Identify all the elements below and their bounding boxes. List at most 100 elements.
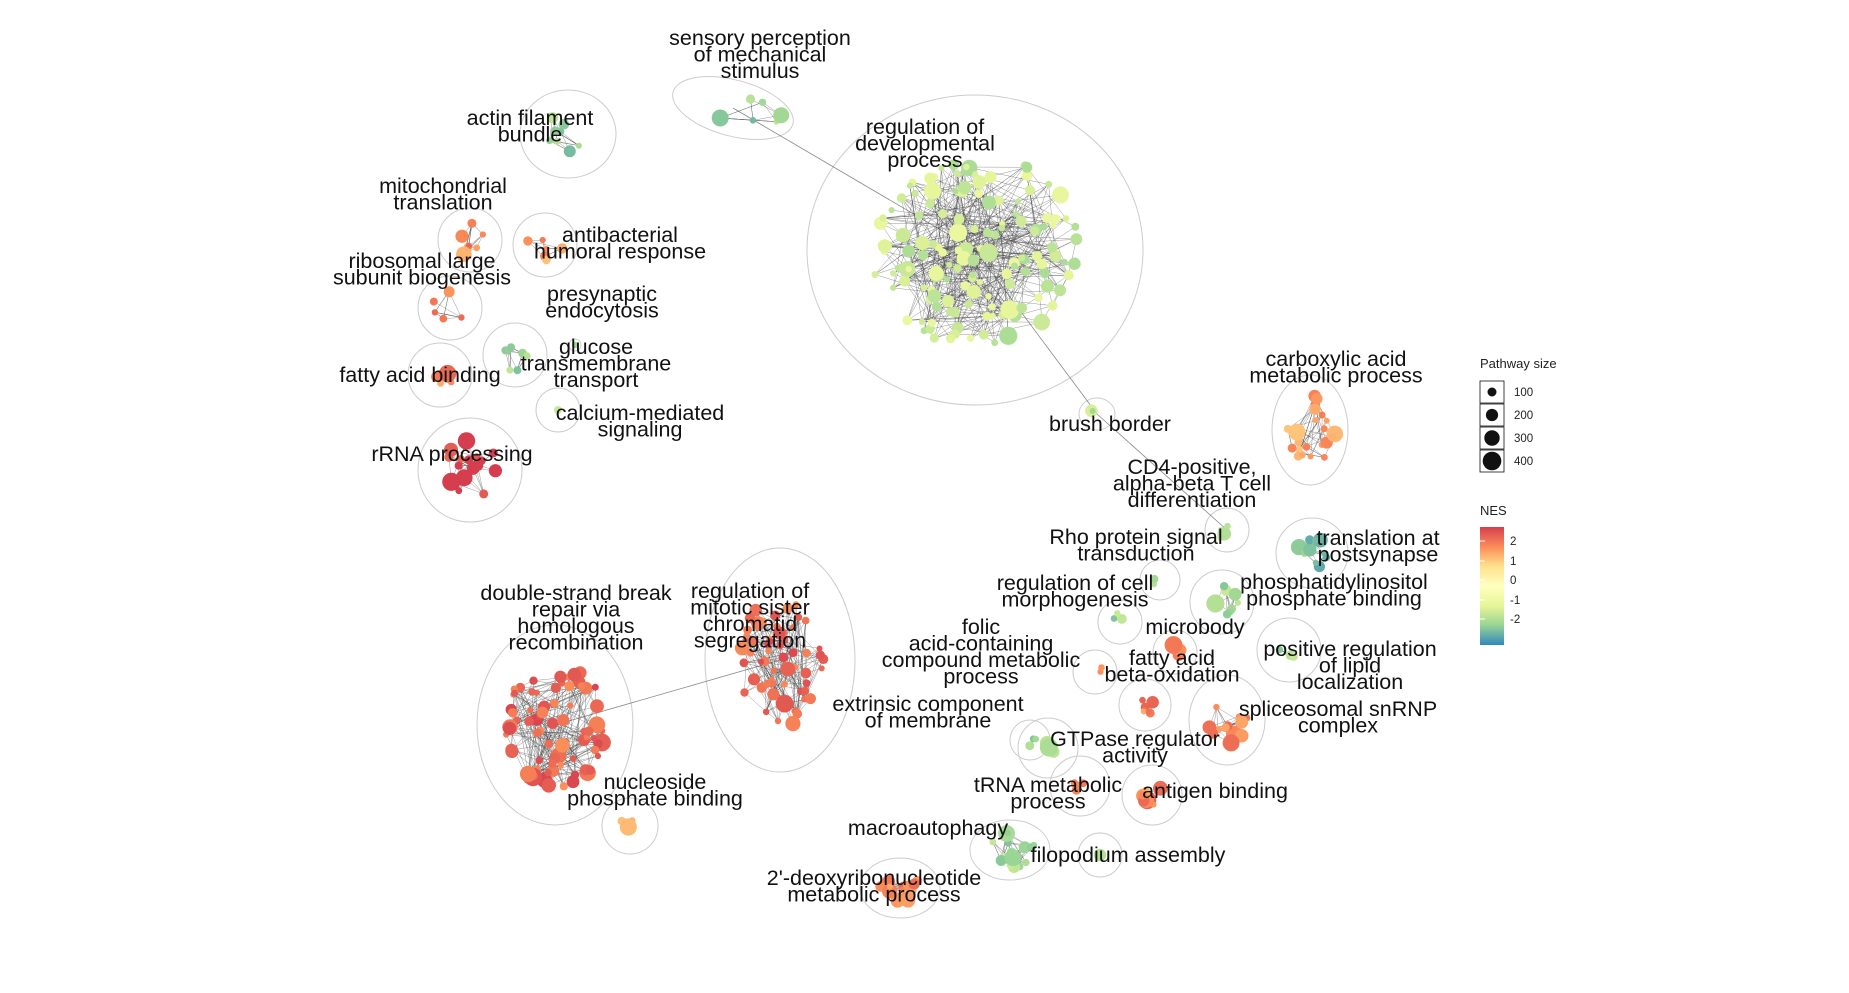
pathway-node[interactable] <box>1288 423 1306 441</box>
pathway-node[interactable] <box>1034 293 1043 302</box>
pathway-node[interactable] <box>1030 226 1040 236</box>
pathway-node[interactable] <box>1021 170 1033 181</box>
pathway-node[interactable] <box>938 209 948 219</box>
pathway-node[interactable] <box>899 275 911 287</box>
pathway-node[interactable] <box>459 470 467 478</box>
pathway-node[interactable] <box>1036 258 1048 270</box>
pathway-node[interactable] <box>749 636 759 646</box>
pathway-node[interactable] <box>914 211 924 220</box>
pathway-node[interactable] <box>1040 279 1054 293</box>
pathway-node[interactable] <box>770 610 781 621</box>
pathway-node[interactable] <box>1016 302 1028 314</box>
pathway-node[interactable] <box>502 721 517 735</box>
pathway-node[interactable] <box>555 738 570 753</box>
pathway-node[interactable] <box>550 126 560 135</box>
pathway-node[interactable] <box>1004 849 1022 867</box>
pathway-node[interactable] <box>781 636 789 644</box>
pathway-node[interactable] <box>1031 251 1043 262</box>
pathway-node[interactable] <box>1313 532 1328 548</box>
pathway-node[interactable] <box>789 624 796 631</box>
pathway-node[interactable] <box>1068 257 1081 270</box>
pathway-node[interactable] <box>506 366 514 374</box>
pathway-node[interactable] <box>557 761 564 769</box>
pathway-node[interactable] <box>949 223 968 242</box>
pathway-node[interactable] <box>1228 587 1242 601</box>
pathway-node[interactable] <box>479 489 489 499</box>
pathway-node[interactable] <box>800 667 812 679</box>
pathway-node[interactable] <box>505 744 519 759</box>
pathway-node[interactable] <box>1024 185 1035 196</box>
pathway-node[interactable] <box>908 878 920 890</box>
pathway-node[interactable] <box>773 107 790 124</box>
pathway-node[interactable] <box>739 658 749 668</box>
pathway-node[interactable] <box>1222 734 1240 752</box>
pathway-node[interactable] <box>1098 664 1105 671</box>
pathway-node[interactable] <box>1014 198 1022 205</box>
pathway-node[interactable] <box>780 661 796 677</box>
pathway-node[interactable] <box>1293 425 1301 432</box>
pathway-node[interactable] <box>567 702 574 709</box>
pathway-node[interactable] <box>1020 267 1030 276</box>
pathway-node[interactable] <box>774 717 782 725</box>
pathway-node[interactable] <box>778 652 789 663</box>
pathway-node[interactable] <box>515 682 526 693</box>
pathway-node[interactable] <box>542 255 551 265</box>
pathway-node[interactable] <box>547 717 559 729</box>
pathway-node[interactable] <box>543 245 550 252</box>
pathway-node[interactable] <box>1323 417 1330 424</box>
pathway-node[interactable] <box>1139 696 1146 704</box>
pathway-node[interactable] <box>983 228 992 238</box>
pathway-node[interactable] <box>745 94 756 104</box>
pathway-node[interactable] <box>1004 279 1015 289</box>
pathway-node[interactable] <box>507 343 516 352</box>
pathway-node[interactable] <box>781 680 788 688</box>
pathway-node[interactable] <box>1049 249 1062 262</box>
pathway-node[interactable] <box>944 276 951 283</box>
pathway-node[interactable] <box>1054 284 1067 297</box>
pathway-node[interactable] <box>927 289 942 303</box>
pathway-node[interactable] <box>527 707 534 714</box>
pathway-node[interactable] <box>743 632 750 639</box>
pathway-node[interactable] <box>895 227 911 243</box>
pathway-node[interactable] <box>1145 708 1152 716</box>
pathway-node[interactable] <box>953 170 961 178</box>
pathway-node[interactable] <box>1213 703 1220 711</box>
pathway-node[interactable] <box>966 334 975 342</box>
pathway-node[interactable] <box>523 352 531 360</box>
pathway-node[interactable] <box>969 271 976 279</box>
pathway-node[interactable] <box>567 667 582 682</box>
pathway-node[interactable] <box>569 755 577 762</box>
pathway-node[interactable] <box>464 455 474 465</box>
pathway-node[interactable] <box>1150 574 1159 583</box>
pathway-node[interactable] <box>879 214 887 222</box>
pathway-node[interactable] <box>1146 696 1159 709</box>
pathway-node[interactable] <box>906 182 914 189</box>
pathway-node[interactable] <box>479 231 486 238</box>
pathway-node[interactable] <box>982 311 992 321</box>
pathway-node[interactable] <box>900 893 916 908</box>
pathway-node[interactable] <box>882 883 898 899</box>
pathway-node[interactable] <box>455 487 463 495</box>
pathway-node[interactable] <box>917 250 929 261</box>
pathway-node[interactable] <box>1015 215 1027 227</box>
pathway-node[interactable] <box>438 364 457 383</box>
pathway-node[interactable] <box>1114 610 1121 617</box>
pathway-node[interactable] <box>1299 451 1306 459</box>
pathway-node[interactable] <box>1296 445 1303 452</box>
pathway-node[interactable] <box>471 459 484 472</box>
pathway-node[interactable] <box>757 658 765 665</box>
pathway-node[interactable] <box>979 243 998 262</box>
pathway-node[interactable] <box>802 679 811 688</box>
pathway-node[interactable] <box>1071 785 1082 795</box>
pathway-node[interactable] <box>801 616 810 625</box>
pathway-node[interactable] <box>993 195 1004 206</box>
pathway-node[interactable] <box>816 645 823 652</box>
pathway-node[interactable] <box>1224 522 1231 530</box>
pathway-node[interactable] <box>583 726 594 736</box>
pathway-node[interactable] <box>1070 779 1079 787</box>
pathway-node[interactable] <box>536 706 549 719</box>
pathway-node[interactable] <box>972 175 987 189</box>
pathway-node[interactable] <box>1011 262 1018 270</box>
pathway-node[interactable] <box>770 667 778 674</box>
pathway-node[interactable] <box>775 694 794 713</box>
